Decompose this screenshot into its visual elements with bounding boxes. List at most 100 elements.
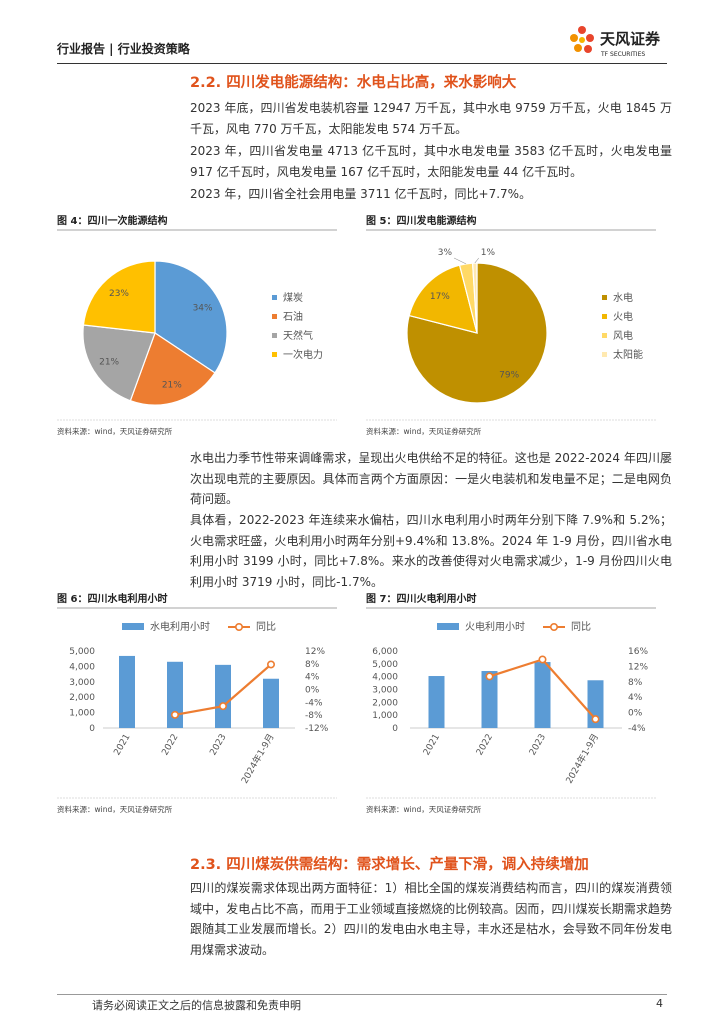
logo-text: 天风证券 — [600, 30, 661, 48]
data-label: 34% — [193, 303, 213, 313]
data-label: 21% — [162, 380, 182, 390]
paragraph: 2023 年，四川省发电量 4713 亿千瓦时，其中水电发电量 3583 亿千瓦… — [190, 144, 672, 179]
legend-label: 水电利用小时 — [150, 620, 210, 633]
x-tick-label: 2024年1-9月 — [563, 732, 601, 786]
header-label: 行业报告 | 行业投资策略 — [57, 42, 190, 56]
section-title: 2.3. 四川煤炭供需结构：需求增长、产量下滑，调入持续增加 — [190, 857, 589, 873]
x-tick-label: 2023 — [208, 733, 228, 758]
y2-tick-label: 8% — [628, 678, 643, 688]
legend-marker — [272, 314, 277, 319]
paragraph: 四川的煤炭需求体现出两方面特征：1）相比全国的煤炭消费结构而言，四川的煤炭消费领… — [190, 881, 672, 957]
y2-tick-label: 4% — [305, 673, 320, 683]
legend-label: 火电利用小时 — [465, 620, 525, 633]
figure-source: 资料来源：wind，天风证券研究所 — [57, 426, 173, 436]
line-marker — [485, 672, 494, 681]
legend-label: 石油 — [283, 310, 303, 323]
x-tick-label: 2024年1-9月 — [238, 732, 276, 786]
legend-label: 同比 — [571, 621, 591, 633]
legend-marker — [272, 295, 277, 300]
legend-marker — [272, 352, 277, 357]
paragraph: 2023 年底，四川省发电装机容量 12947 万千瓦，其中水电 9759 万千… — [190, 101, 672, 136]
y-tick-label: 5,000 — [69, 647, 95, 657]
figure-source: 资料来源：wind，天风证券研究所 — [366, 804, 482, 814]
y-tick-label: 2,000 — [372, 698, 398, 708]
x-tick-label: 2022 — [160, 733, 180, 758]
bar — [167, 661, 183, 728]
y2-tick-label: -12% — [305, 724, 329, 734]
y-tick-label: 3,000 — [372, 686, 398, 696]
pie-slice — [129, 332, 216, 406]
y2-tick-label: 12% — [628, 662, 648, 672]
bar — [428, 676, 445, 728]
footer-rule — [57, 994, 667, 995]
y-tick-label: 1,000 — [69, 709, 95, 719]
data-label: 1% — [481, 248, 496, 258]
y-tick-label: 4,000 — [69, 662, 95, 672]
logo-subtext: TF SECURITIES — [600, 51, 645, 58]
paragraph: 具体看，2022-2023 年连续来水偏枯，四川水电利用小时两年分别下降 7.9… — [190, 513, 672, 589]
leader-line — [474, 257, 480, 264]
legend-marker — [602, 314, 607, 319]
figure-source: 资料来源：wind，天风证券研究所 — [57, 804, 173, 814]
section-title: 2.2. 四川发电能源结构：水电占比高，来水影响大 — [190, 75, 517, 91]
bar — [534, 662, 551, 728]
bar — [215, 664, 231, 728]
y-tick-label: 4,000 — [372, 673, 398, 683]
logo: 天风证券 TF SECURITIES — [570, 26, 661, 58]
figure-title: 图 7：四川火电利用小时 — [366, 592, 476, 605]
bar — [119, 655, 135, 728]
legend-label: 太阳能 — [613, 348, 643, 361]
legend-marker — [122, 623, 144, 630]
y2-tick-label: -4% — [628, 724, 646, 734]
legend-label: 煤炭 — [283, 291, 303, 304]
legend-label: 同比 — [256, 621, 276, 633]
y2-tick-label: 4% — [628, 693, 643, 703]
y2-tick-label: 0% — [628, 709, 643, 719]
legend-marker — [602, 295, 607, 300]
paragraph: 2023 年，四川省全社会用电量 3711 亿千瓦时，同比+7.7%。 — [190, 187, 532, 201]
y-tick-label: 6,000 — [372, 647, 398, 657]
legend-marker — [602, 352, 607, 357]
legend-label: 风电 — [613, 329, 633, 342]
figure-source: 资料来源：wind，天风证券研究所 — [366, 426, 482, 436]
y-tick-label: 1,000 — [372, 711, 398, 721]
line-marker — [171, 710, 180, 719]
line-marker — [591, 715, 600, 724]
line-marker — [538, 655, 547, 664]
line-marker — [219, 702, 228, 711]
x-tick-label: 2023 — [528, 733, 548, 758]
bar — [263, 678, 279, 728]
y2-tick-label: 8% — [305, 660, 320, 670]
y-tick-label: 3,000 — [69, 678, 95, 688]
y-tick-label: 2,000 — [69, 693, 95, 703]
legend-marker — [437, 623, 459, 630]
y-tick-label: 5,000 — [372, 660, 398, 670]
data-label: 79% — [499, 370, 519, 380]
legend-label: 水电 — [613, 291, 633, 304]
leader-line — [453, 257, 467, 265]
legend-label: 天然气 — [283, 329, 313, 342]
y-tick-label: 0 — [392, 724, 398, 734]
legend-label: 火电 — [613, 310, 633, 323]
y-tick-label: 0 — [89, 724, 95, 734]
data-label: 17% — [430, 292, 450, 302]
x-tick-label: 2021 — [422, 733, 442, 758]
header-rule — [57, 63, 667, 64]
y2-tick-label: -4% — [305, 698, 323, 708]
page-number: 4 — [656, 997, 663, 1010]
x-tick-label: 2022 — [475, 733, 495, 758]
bar — [481, 671, 498, 728]
data-label: 23% — [109, 289, 129, 299]
legend-marker — [602, 333, 607, 338]
paragraph: 水电出力季节性带来调峰需求，呈现出火电供给不足的特征。这也是 2022-2024… — [190, 451, 672, 506]
legend-label: 一次电力 — [283, 348, 323, 361]
line-marker — [267, 660, 276, 669]
footer-disclaimer: 请务必阅读正文之后的信息披露和免责申明 — [92, 999, 301, 1012]
data-label: 21% — [99, 357, 119, 367]
legend-marker — [235, 622, 244, 631]
